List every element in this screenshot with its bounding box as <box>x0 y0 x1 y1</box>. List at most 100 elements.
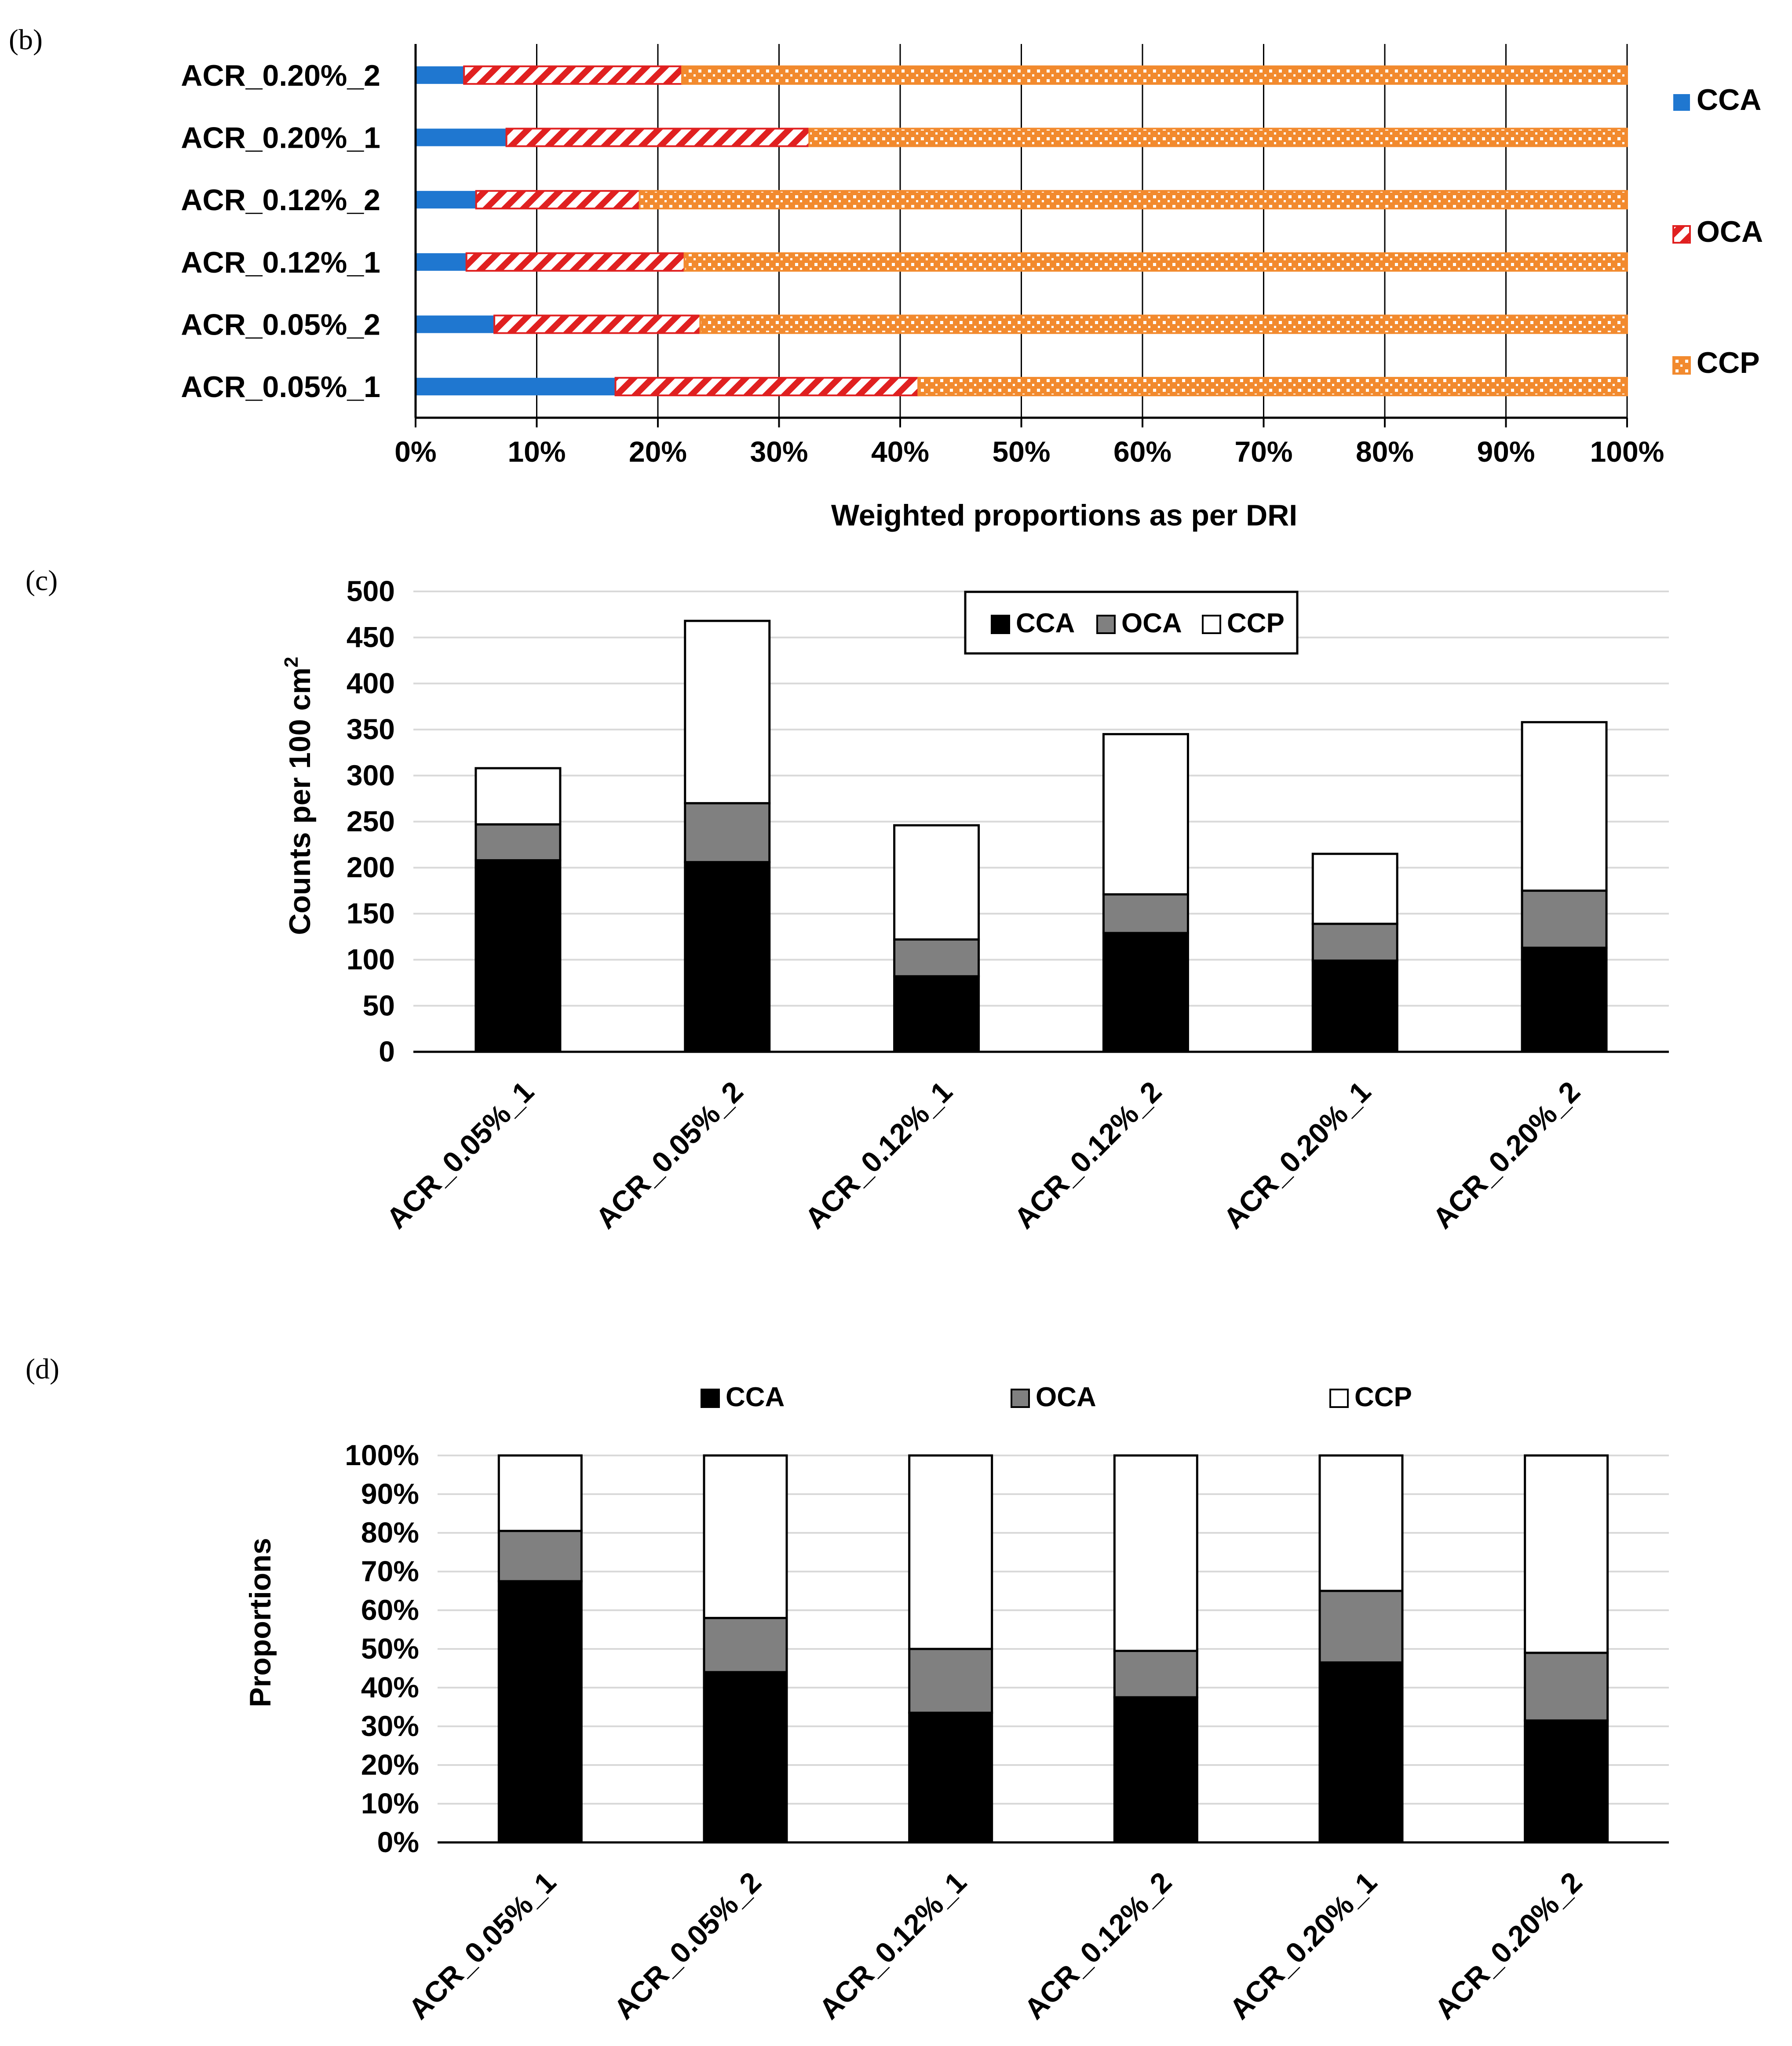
chart-c-y-tick-label: 150 <box>347 897 395 930</box>
chart-c-bar-cca <box>893 975 980 1053</box>
chart-d-bar-oca <box>1524 1652 1609 1722</box>
chart-b-bar-oca <box>505 128 810 147</box>
chart-d-legend-swatch-oca <box>1011 1389 1030 1408</box>
chart-c-y-tick-label: 200 <box>347 851 395 883</box>
chart-b-x-tick-label: 90% <box>1477 435 1535 468</box>
chart-b-bar-cca <box>416 253 467 271</box>
chart-b-x-tick-label: 40% <box>871 435 929 468</box>
chart-c: 0 50 100 150 200 250 300 350 400 450 500 ACR_0.05%… <box>281 575 1669 1235</box>
chart-b-bar-ccp <box>681 65 1628 85</box>
chart-d-bar-ccp <box>703 1454 788 1619</box>
chart-c-category-label: ACR_0.20%_2 <box>1426 1075 1586 1235</box>
chart-b-bar-cca <box>416 128 507 146</box>
chart-d-bar-cca <box>497 1580 583 1844</box>
chart-b-x-tick-label: 60% <box>1113 435 1172 468</box>
chart-c-y-tick-label: 500 <box>347 575 395 607</box>
chart-d-legend-swatch-cca <box>701 1389 720 1408</box>
chart-c-y-tick-label: 450 <box>347 621 395 653</box>
chart-c-y-tick-label: 300 <box>347 759 395 791</box>
chart-d-legend-label: OCA <box>1036 1382 1096 1412</box>
chart-d-bar-cca <box>908 1711 993 1844</box>
chart-c-bar-ccp <box>1102 733 1189 896</box>
chart-d-category-label: ACR_0.12%_1 <box>813 1866 973 2026</box>
chart-c-bar-oca <box>474 823 562 861</box>
chart-c-bar-oca <box>1311 923 1398 962</box>
chart-c-bar-cca <box>1311 959 1398 1053</box>
chart-d-y-tick-label: 10% <box>361 1787 419 1820</box>
chart-d-bar-cca <box>1524 1719 1609 1844</box>
chart-d-legend: CCA OCA CCP <box>701 1382 1412 1412</box>
chart-d-bar-cca <box>1318 1661 1404 1844</box>
chart-b-x-tick-label: 10% <box>507 435 566 468</box>
chart-c-bar-ccp <box>893 824 980 941</box>
chart-c-legend-label: CCP <box>1227 608 1285 638</box>
chart-b-x-tick-label: 0% <box>394 435 436 468</box>
chart-b-x-tick-label: 100% <box>1590 435 1664 468</box>
chart-c-category-label: ACR_0.05%_2 <box>589 1075 749 1235</box>
chart-b-category-label: ACR_0.20%_1 <box>181 121 380 155</box>
chart-b-x-tick-label: 20% <box>629 435 687 468</box>
chart-d-legend-label: CCP <box>1354 1382 1412 1412</box>
chart-d-y-tick-label: 70% <box>361 1555 419 1587</box>
chart-b-bar-ccp <box>808 128 1628 147</box>
chart-c-y-tick-label: 100 <box>347 943 395 976</box>
chart-b-legend: CCA OCA CCP <box>1672 83 1763 379</box>
panel-label-c: (c) <box>26 565 58 597</box>
chart-b-x-axis-title: Weighted proportions as per DRI <box>831 499 1297 532</box>
chart-d-bar-oca <box>703 1617 788 1674</box>
chart-c-y-tick-label: 400 <box>347 667 395 699</box>
chart-c-legend-label: CCA <box>1016 608 1075 638</box>
chart-b-legend-label: CCA <box>1697 83 1761 117</box>
chart-b-category-label: ACR_0.05%_1 <box>181 370 380 404</box>
chart-c-bar-cca <box>1521 946 1608 1053</box>
chart-d-bar-ccp <box>1113 1454 1198 1652</box>
chart-d-bar-ccp <box>908 1454 993 1650</box>
chart-d-category-label: ACR_0.20%_2 <box>1428 1866 1588 2026</box>
chart-d-bar-ccp <box>497 1454 583 1532</box>
chart-c-bar-ccp <box>1521 721 1608 892</box>
panel-label-d: (d) <box>26 1353 59 1385</box>
chart-c-bar-oca <box>1521 890 1608 949</box>
chart-b-legend-swatch-cca <box>1673 94 1690 111</box>
chart-b-bar-cca <box>416 315 495 333</box>
chart-d-bar-ccp <box>1524 1454 1609 1654</box>
chart-c-bar-cca <box>474 859 562 1053</box>
chart-b-legend-label: CCP <box>1697 346 1760 379</box>
chart-b-bar-oca <box>463 65 683 85</box>
chart-b-bar-cca <box>416 378 616 396</box>
chart-d-legend-swatch-ccp <box>1329 1389 1349 1408</box>
chart-b-x-tick-label: 70% <box>1234 435 1292 468</box>
chart-c-category-label: ACR_0.05%_1 <box>380 1075 540 1235</box>
chart-d-y-tick-label: 20% <box>361 1748 419 1781</box>
chart-b-bar-cca <box>416 66 464 84</box>
chart-b-category-label: ACR_0.12%_1 <box>181 246 380 279</box>
chart-c-bar-ccp <box>474 767 562 826</box>
chart-d-y-tick-label: 0% <box>377 1826 419 1858</box>
chart-d-bar-cca <box>1113 1696 1198 1844</box>
chart-b-category-label: ACR_0.20%_2 <box>181 59 380 92</box>
chart-c-y-tick-label: 50 <box>363 989 395 1021</box>
chart-d-category-label: ACR_0.12%_2 <box>1018 1866 1178 2026</box>
chart-b-bar-ccp <box>699 314 1628 334</box>
chart-c-y-axis-title-sup: 2 <box>281 657 302 667</box>
chart-d-y-tick-label: 100% <box>345 1439 419 1471</box>
chart-c-category-label: ACR_0.12%_1 <box>799 1075 959 1235</box>
chart-d-y-axis-title: Proportions <box>244 1538 277 1707</box>
chart-b-bar-oca <box>493 314 701 334</box>
chart-c-legend: CCA OCA CCP <box>964 591 1299 655</box>
chart-c-bar-oca <box>893 938 980 977</box>
chart-c-bar-cca <box>684 861 771 1053</box>
chart-c-y-tick-label: 0 <box>379 1035 395 1068</box>
chart-d-bar-ccp <box>1318 1454 1404 1592</box>
chart-d: 0% 10% 20% 30% 40% 50% 60% 70% 80% 90% 100% ACR_0.… <box>244 1382 1669 2025</box>
chart-c-y-axis-title-text: Counts per 100 cm <box>283 667 317 935</box>
chart-c-bar-ccp <box>684 620 771 805</box>
chart-d-y-tick-label: 80% <box>361 1516 419 1549</box>
chart-b-bar-ccp <box>683 252 1628 272</box>
chart-b-x-tick-label: 50% <box>992 435 1050 468</box>
chart-d-y-tick-label: 40% <box>361 1671 419 1703</box>
chart-d-legend-label: CCA <box>726 1382 785 1412</box>
chart-b-bar-ccp <box>917 377 1628 397</box>
chart-d-category-label: ACR_0.05%_2 <box>607 1866 767 2026</box>
chart-c-bar-oca <box>684 802 771 864</box>
